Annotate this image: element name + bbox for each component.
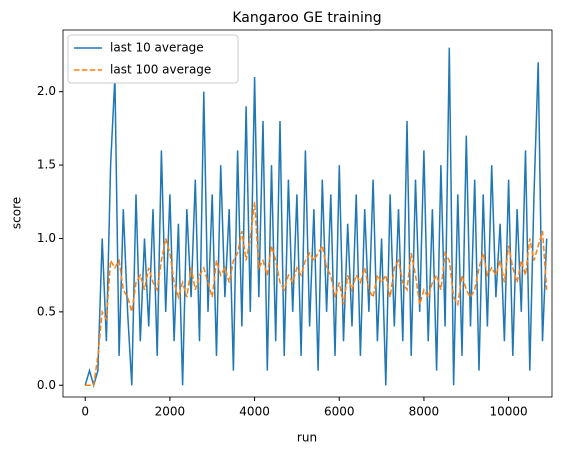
y-tick-label: 0.0 bbox=[37, 378, 56, 392]
chart-title: Kangaroo GE training bbox=[232, 10, 381, 26]
x-tick-label: 8000 bbox=[409, 405, 440, 419]
x-tick-label: 0 bbox=[81, 405, 89, 419]
x-tick-label: 4000 bbox=[239, 405, 270, 419]
series-line bbox=[85, 201, 548, 387]
y-tick-label: 1.5 bbox=[37, 158, 56, 172]
legend-label: last 10 average bbox=[110, 41, 204, 55]
x-tick-label: 10000 bbox=[490, 405, 528, 419]
x-tick-label: 6000 bbox=[324, 405, 355, 419]
y-tick-label: 2.0 bbox=[37, 84, 56, 98]
legend-label: last 100 average bbox=[110, 63, 211, 77]
legend-box bbox=[67, 34, 239, 84]
x-axis-label: run bbox=[297, 431, 317, 445]
y-axis-label: score bbox=[10, 197, 24, 229]
y-tick-label: 0.5 bbox=[37, 304, 56, 318]
plot-frame bbox=[62, 29, 553, 398]
y-tick-label: 1.0 bbox=[37, 231, 56, 245]
x-tick-label: 2000 bbox=[155, 405, 186, 419]
series-line bbox=[84, 47, 548, 389]
